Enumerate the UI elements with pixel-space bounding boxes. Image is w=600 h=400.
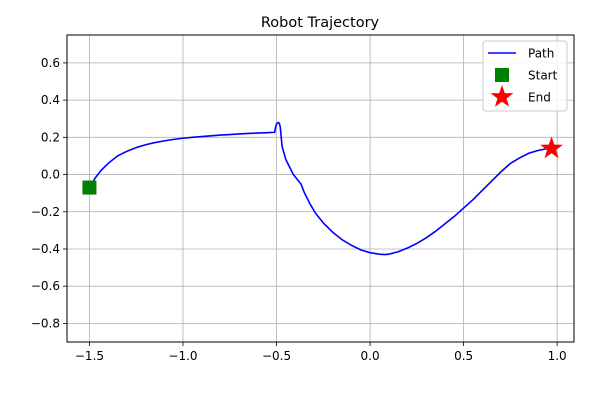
y-tick-label: −0.8 <box>31 316 60 330</box>
y-tick-label: 0.0 <box>41 168 60 182</box>
y-tick-label: 0.6 <box>41 56 60 70</box>
legend-start-label: Start <box>528 69 558 83</box>
legend-end-label: End <box>528 91 551 105</box>
y-tick-label: 0.4 <box>41 93 60 107</box>
chart-title: Robot Trajectory <box>261 15 380 31</box>
y-tick-label: −0.6 <box>31 279 60 293</box>
path-line <box>88 121 552 256</box>
start-marker <box>82 180 97 195</box>
legend: Path Start End <box>482 40 568 112</box>
plot-frame <box>66 34 575 343</box>
path-series <box>88 121 552 256</box>
y-tick-label: −0.4 <box>31 242 60 256</box>
legend-path-label: Path <box>528 47 554 61</box>
x-tick-label: 0.0 <box>361 349 380 363</box>
end-marker <box>540 136 563 159</box>
x-tick-label: −0.5 <box>262 349 291 363</box>
axis-ticks: −1.5 −1.0 −0.5 0.0 0.5 1.0 0.6 0.4 0.2 0.0 −0.2 −0.… <box>31 56 567 363</box>
y-tick-label: 0.2 <box>41 130 60 144</box>
legend-start-handle <box>495 68 509 82</box>
x-tick-label: 0.5 <box>454 349 473 363</box>
legend-end-handle <box>490 85 514 107</box>
y-tick-label: −0.2 <box>31 205 60 219</box>
x-tick-label: −1.5 <box>75 349 104 363</box>
x-tick-label: −1.0 <box>168 349 197 363</box>
marker-series <box>82 136 563 195</box>
x-tick-label: 1.0 <box>548 349 567 363</box>
